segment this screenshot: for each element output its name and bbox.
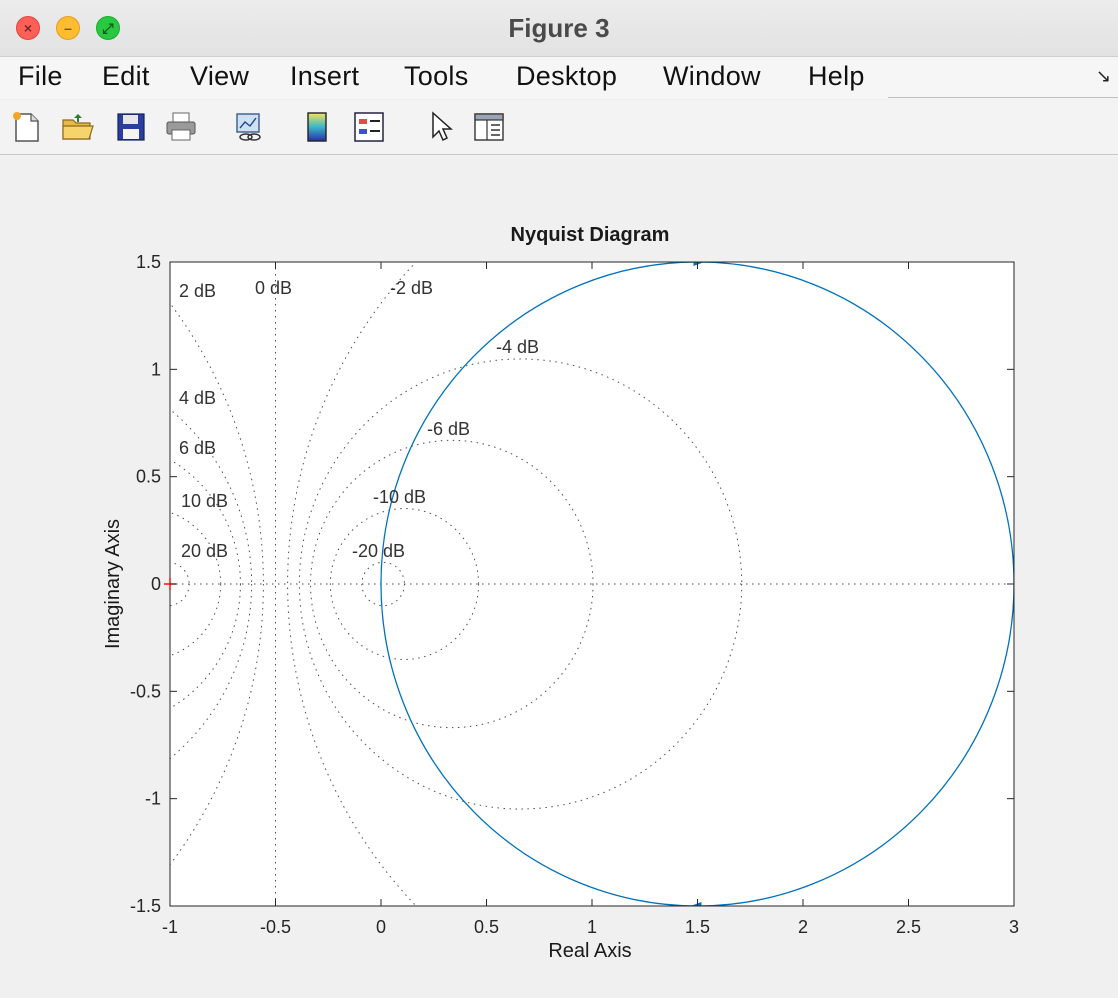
colorbar-icon[interactable] <box>300 110 334 144</box>
direction-arrow <box>690 902 702 906</box>
axis-ticks: -1 -0.5 0 0.5 1 1.5 2 2.5 31.510.50-0.5-1-1.5 <box>130 252 1019 937</box>
nyquist-curve <box>380 262 1014 906</box>
menu-view[interactable]: View <box>190 61 250 91</box>
m-circle-label: -20 dB <box>352 541 405 561</box>
nyquist-chart: -1 -0.5 0 0.5 1 1.5 2 2.5 31.510.50-0.5-1-1.5 2 … <box>0 155 1118 998</box>
legend-icon[interactable] <box>352 110 386 144</box>
pointer-icon[interactable] <box>424 110 458 144</box>
m-circle <box>310 439 594 729</box>
y-tick-label: -0.5 <box>130 681 161 701</box>
x-tick-label: -0.5 <box>260 917 291 937</box>
m-circle <box>170 408 253 760</box>
menu-desktop[interactable]: Desktop <box>516 61 618 91</box>
m-circle-label: -2 dB <box>390 278 433 298</box>
x-tick-label: 0 <box>376 917 386 937</box>
link-plot-icon[interactable] <box>232 110 266 144</box>
m-circle <box>170 302 264 866</box>
maximize-window-button[interactable]: ⤢ <box>96 16 120 40</box>
m-circle <box>170 459 241 709</box>
x-tick-label: 2 <box>798 917 808 937</box>
title-bar: × – ⤢ Figure 3 <box>0 0 1118 57</box>
x-tick-label: 2.5 <box>896 917 921 937</box>
y-tick-label: -1.5 <box>130 896 161 916</box>
y-tick-label: 1.5 <box>136 252 161 272</box>
menu-help[interactable]: Help <box>808 61 865 91</box>
menu-insert[interactable]: Insert <box>290 61 360 91</box>
m-circle-label: -6 dB <box>427 419 470 439</box>
close-window-button[interactable]: × <box>16 16 40 40</box>
direction-arrow <box>693 262 705 266</box>
m-circle-label: 10 dB <box>181 491 228 511</box>
y-tick-label: -1 <box>145 789 161 809</box>
m-circle-labels: 2 dB 0 dB -2 dB -4 dB 4 dB -6 dB 6 dB -10 dB 10 … <box>179 278 539 561</box>
m-circle <box>170 511 222 657</box>
m-circle-label: 20 dB <box>181 541 228 561</box>
nyquist-curve-layer <box>380 262 1014 906</box>
y-tick-label: 1 <box>151 359 161 379</box>
menu-edit[interactable]: Edit <box>102 61 150 91</box>
m-circle-label: -10 dB <box>373 487 426 507</box>
menu-bar: File Edit View Insert Tools Desktop Wind… <box>0 57 1118 99</box>
x-axis-label: Real Axis <box>548 940 631 962</box>
y-axis-label: Imaginary Axis <box>102 519 124 649</box>
new-figure-icon[interactable] <box>10 110 44 144</box>
m-circle <box>361 561 405 607</box>
dock-arrow-icon[interactable]: ↘ <box>1096 66 1112 86</box>
x-tick-label: 1.5 <box>685 917 710 937</box>
y-tick-label: 0.5 <box>136 467 161 487</box>
window-title: Figure 3 <box>508 13 610 43</box>
menu-file[interactable]: File <box>18 61 63 91</box>
x-tick-label: 3 <box>1009 917 1019 937</box>
menu-window[interactable]: Window <box>663 61 761 91</box>
m-circle-label: 0 dB <box>255 278 292 298</box>
m-circle-label: 2 dB <box>179 281 216 301</box>
x-tick-label: 1 <box>587 917 597 937</box>
m-circle <box>329 508 480 660</box>
chart-title: Nyquist Diagram <box>511 224 670 246</box>
m-circle-grid <box>170 262 1014 906</box>
menu-tools[interactable]: Tools <box>404 61 469 91</box>
x-tick-label: -1 <box>162 917 178 937</box>
y-tick-label: 0 <box>151 574 161 594</box>
m-circle <box>298 358 743 810</box>
m-circle-label: 6 dB <box>179 438 216 458</box>
open-file-icon[interactable] <box>60 110 94 144</box>
m-circle <box>170 561 190 607</box>
print-icon[interactable] <box>164 110 198 144</box>
x-tick-label: 0.5 <box>474 917 499 937</box>
menu-divider <box>888 97 1118 98</box>
m-circle-label: -4 dB <box>496 337 539 357</box>
m-circle-label: 4 dB <box>179 388 216 408</box>
save-icon[interactable] <box>114 110 148 144</box>
minimize-window-button[interactable]: – <box>56 16 80 40</box>
property-inspector-icon[interactable] <box>472 110 506 144</box>
